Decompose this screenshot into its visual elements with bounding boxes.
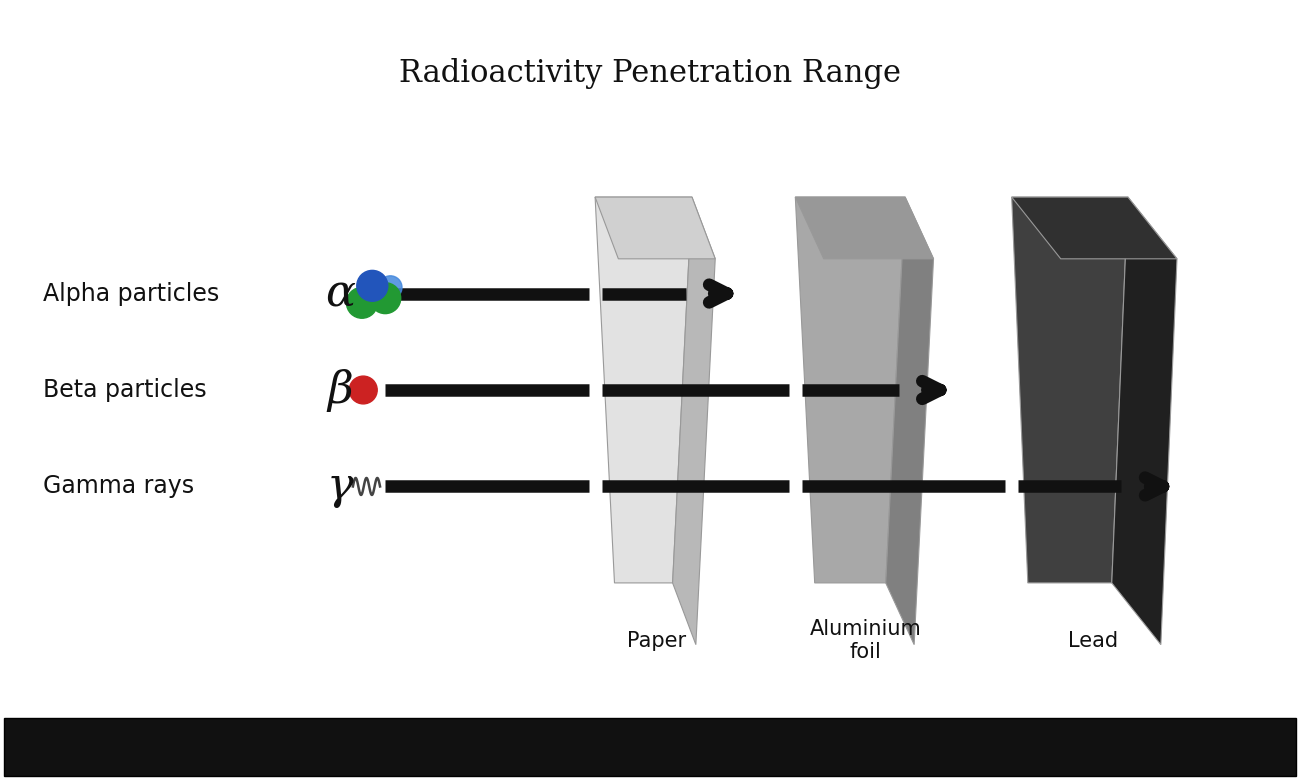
Text: Aluminium
foil: Aluminium foil	[810, 619, 922, 662]
Text: Beta particles: Beta particles	[43, 378, 207, 402]
Polygon shape	[595, 197, 715, 259]
Ellipse shape	[378, 276, 402, 299]
Polygon shape	[796, 197, 933, 259]
Text: α: α	[325, 272, 355, 315]
Polygon shape	[1011, 197, 1176, 259]
Polygon shape	[595, 197, 692, 583]
FancyBboxPatch shape	[4, 718, 1296, 776]
Polygon shape	[796, 197, 905, 583]
Polygon shape	[672, 197, 715, 644]
Ellipse shape	[369, 282, 400, 314]
Ellipse shape	[347, 287, 377, 318]
Text: Alpha particles: Alpha particles	[43, 282, 220, 306]
Polygon shape	[885, 197, 933, 644]
Ellipse shape	[350, 376, 377, 404]
Ellipse shape	[356, 271, 387, 301]
Text: Gamma rays: Gamma rays	[43, 474, 194, 498]
Text: β: β	[328, 368, 352, 412]
Text: Lead: Lead	[1069, 631, 1118, 651]
Text: Paper: Paper	[627, 631, 686, 651]
Polygon shape	[1112, 197, 1176, 644]
Text: Radioactivity Penetration Range: Radioactivity Penetration Range	[399, 58, 901, 89]
Polygon shape	[1011, 197, 1128, 583]
Text: γ: γ	[326, 465, 354, 508]
